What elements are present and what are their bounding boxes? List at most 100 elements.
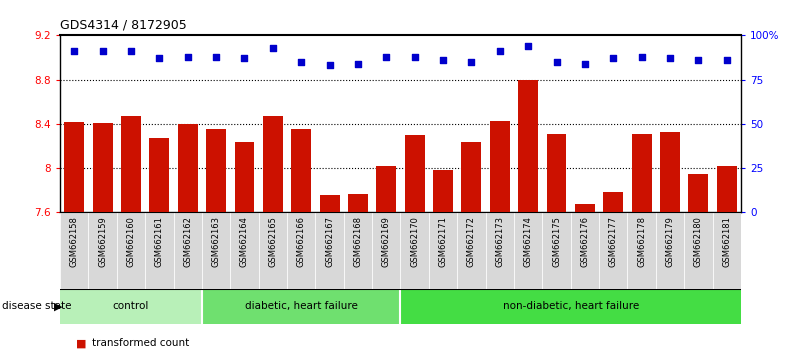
- Bar: [599, 212, 627, 289]
- Bar: [400, 289, 741, 324]
- Bar: [344, 212, 372, 289]
- Text: GSM662164: GSM662164: [240, 216, 249, 267]
- Bar: [660, 132, 680, 354]
- Bar: [717, 166, 737, 354]
- Text: GSM662180: GSM662180: [694, 216, 702, 267]
- Bar: [320, 195, 340, 354]
- Bar: [546, 134, 566, 354]
- Text: control: control: [113, 301, 149, 311]
- Point: [380, 54, 392, 59]
- Text: GSM662162: GSM662162: [183, 216, 192, 267]
- Bar: [64, 122, 84, 354]
- Point: [607, 56, 620, 61]
- Point: [96, 48, 109, 54]
- Point: [635, 54, 648, 59]
- Point: [521, 43, 534, 49]
- Text: ▶: ▶: [54, 301, 63, 311]
- Bar: [713, 212, 741, 289]
- Point: [352, 61, 364, 67]
- Bar: [60, 289, 202, 324]
- Bar: [632, 134, 651, 354]
- Text: transformed count: transformed count: [92, 338, 189, 348]
- Text: GSM662178: GSM662178: [637, 216, 646, 267]
- Bar: [603, 193, 623, 354]
- Text: GSM662160: GSM662160: [127, 216, 135, 267]
- Bar: [259, 212, 287, 289]
- Text: GSM662174: GSM662174: [524, 216, 533, 267]
- Bar: [93, 123, 113, 354]
- Point: [323, 63, 336, 68]
- Bar: [348, 194, 368, 354]
- Text: GDS4314 / 8172905: GDS4314 / 8172905: [60, 19, 187, 32]
- Point: [493, 48, 506, 54]
- Point: [550, 59, 563, 65]
- Bar: [117, 212, 145, 289]
- Bar: [121, 116, 141, 354]
- Point: [68, 48, 81, 54]
- Bar: [145, 212, 174, 289]
- Bar: [575, 204, 595, 354]
- Point: [238, 56, 251, 61]
- Bar: [202, 212, 231, 289]
- Bar: [542, 212, 570, 289]
- Point: [663, 56, 676, 61]
- Bar: [688, 174, 708, 354]
- Text: GSM662159: GSM662159: [99, 216, 107, 267]
- Text: GSM662161: GSM662161: [155, 216, 164, 267]
- Point: [692, 57, 705, 63]
- Text: GSM662167: GSM662167: [325, 216, 334, 267]
- Text: GSM662165: GSM662165: [268, 216, 277, 267]
- Bar: [263, 116, 283, 354]
- Text: GSM662158: GSM662158: [70, 216, 78, 267]
- Text: GSM662169: GSM662169: [382, 216, 391, 267]
- Text: GSM662173: GSM662173: [495, 216, 505, 267]
- Bar: [457, 212, 485, 289]
- Text: diabetic, heart failure: diabetic, heart failure: [245, 301, 358, 311]
- Bar: [60, 212, 88, 289]
- Text: GSM662177: GSM662177: [609, 216, 618, 267]
- Bar: [88, 212, 117, 289]
- Point: [125, 48, 138, 54]
- Point: [153, 56, 166, 61]
- Bar: [433, 170, 453, 354]
- Bar: [514, 212, 542, 289]
- Bar: [150, 138, 169, 354]
- Bar: [287, 212, 316, 289]
- Point: [295, 59, 308, 65]
- Text: GSM662175: GSM662175: [552, 216, 561, 267]
- Bar: [570, 212, 599, 289]
- Text: GSM662170: GSM662170: [410, 216, 419, 267]
- Point: [210, 54, 223, 59]
- Text: GSM662163: GSM662163: [211, 216, 220, 267]
- Point: [720, 57, 733, 63]
- Text: GSM662176: GSM662176: [581, 216, 590, 267]
- Bar: [461, 142, 481, 354]
- Bar: [627, 212, 656, 289]
- Point: [465, 59, 478, 65]
- Text: ■: ■: [76, 338, 87, 348]
- Point: [409, 54, 421, 59]
- Text: GSM662181: GSM662181: [723, 216, 731, 267]
- Bar: [231, 212, 259, 289]
- Bar: [684, 212, 713, 289]
- Bar: [292, 130, 311, 354]
- Bar: [372, 212, 400, 289]
- Bar: [656, 212, 684, 289]
- Text: GSM662171: GSM662171: [439, 216, 448, 267]
- Bar: [316, 212, 344, 289]
- Text: disease state: disease state: [2, 301, 71, 311]
- Bar: [174, 212, 202, 289]
- Text: GSM662172: GSM662172: [467, 216, 476, 267]
- Bar: [518, 80, 538, 354]
- Bar: [235, 142, 255, 354]
- Bar: [485, 212, 514, 289]
- Text: GSM662179: GSM662179: [666, 216, 674, 267]
- Point: [267, 45, 280, 51]
- Bar: [178, 124, 198, 354]
- Bar: [490, 121, 509, 354]
- Text: GSM662168: GSM662168: [353, 216, 362, 267]
- Point: [437, 57, 449, 63]
- Bar: [405, 135, 425, 354]
- Bar: [206, 130, 226, 354]
- Bar: [400, 212, 429, 289]
